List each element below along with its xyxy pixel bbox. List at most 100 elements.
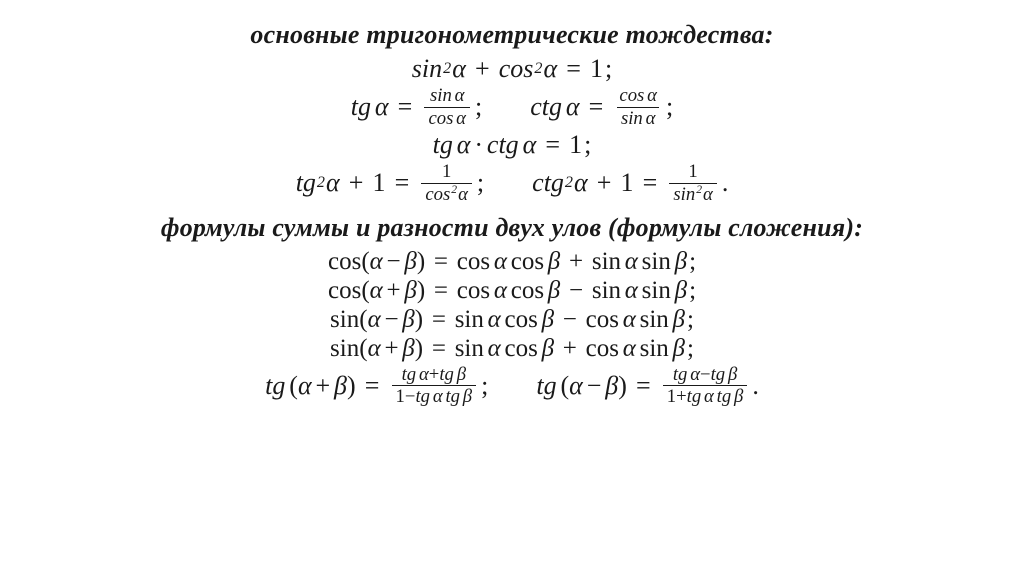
var-alpha: α (455, 85, 465, 106)
fn-tg: tg (415, 386, 430, 407)
num-one: 1 (667, 386, 676, 407)
row-sin-sum: sin(α+β) = sinαcosβ + cosαsinβ ; (330, 336, 694, 361)
fn-tg: tg (687, 386, 702, 407)
eq-tg-diff: tg(α−β) = tgα−tgβ 1+tgαtgβ . (536, 365, 758, 407)
fn-tg: tg (717, 386, 732, 407)
fn: sin (592, 249, 621, 274)
op: − (700, 364, 711, 385)
math-formula-sheet: основные тригонометрические тождества: s… (0, 0, 1024, 574)
var-beta: β (673, 336, 685, 361)
num-one: 1 (684, 162, 701, 183)
op-eq: = (589, 94, 604, 120)
fn-sin: sin (412, 56, 442, 82)
var-alpha: α (690, 364, 700, 385)
num-one: 1 (569, 132, 582, 158)
var-beta: β (402, 336, 414, 361)
op-eq: = (545, 132, 560, 158)
exp-2: 2 (696, 183, 702, 196)
var-alpha: α (456, 108, 466, 129)
punct-semi: ; (475, 94, 482, 120)
op: − (384, 307, 398, 332)
lpar: ( (359, 307, 367, 332)
op: + (387, 278, 401, 303)
fn-tg: tg (445, 386, 460, 407)
row-pythagorean: sin2α + cos2α = 1; (412, 56, 612, 82)
op-eq: = (434, 249, 448, 274)
var-alpha: α (433, 386, 443, 407)
op-plus: + (597, 170, 612, 196)
eq-cos-sum: cos(α+β) = cosαcosβ − sinαsinβ ; (328, 278, 696, 303)
punct: ; (689, 278, 696, 303)
row-tg-ctg-def: tgα = sinα cosα ; ctg α = cosα sinα ; (351, 86, 673, 128)
fn-sin: sin (673, 184, 695, 205)
fn: sin (640, 307, 669, 332)
punct: ; (687, 336, 694, 361)
fn-cos: cos (328, 249, 361, 274)
rpar: ) (417, 249, 425, 274)
fn: sin (642, 249, 671, 274)
var-beta: β (542, 336, 554, 361)
row-sec-csc: tg2α + 1 = 1 cos2α ; ctg2α + 1 = 1 sin2α… (296, 162, 729, 204)
op: − (563, 307, 577, 332)
punct-semi: ; (605, 56, 612, 82)
op: + (676, 386, 687, 407)
op-cdot: · (474, 132, 483, 158)
fn-sin: sin (430, 85, 452, 106)
fn-tg: tg (433, 132, 453, 158)
fn: cos (586, 336, 619, 361)
frac-1-over-cos2: 1 cos2α (421, 162, 472, 204)
fn-tg: tg (402, 364, 417, 385)
fn-ctg: ctg (532, 170, 564, 196)
fn-cos: cos (499, 56, 534, 82)
fn: sin (455, 336, 484, 361)
fn: sin (642, 278, 671, 303)
var-alpha: α (368, 336, 381, 361)
op-eq: = (643, 170, 658, 196)
fn-ctg: ctg (530, 94, 562, 120)
op-eq: = (434, 278, 448, 303)
rpar: ) (415, 307, 423, 332)
punct: . (752, 373, 759, 399)
var-alpha: α (419, 364, 429, 385)
eq-sin-diff: sin(α−β) = sinαcosβ − cosαsinβ ; (330, 307, 694, 332)
frac-tg-sum: tgα+tgβ 1−tgαtgβ (392, 365, 477, 407)
var-alpha: α (494, 278, 507, 303)
fn: sin (455, 307, 484, 332)
var-alpha: α (494, 249, 507, 274)
num-one: 1 (438, 162, 455, 183)
frac-cos-over-sin: cosα sinα (615, 86, 661, 128)
var-alpha: α (623, 336, 636, 361)
op: + (569, 249, 583, 274)
op-plus: + (349, 170, 364, 196)
fn-tg: tg (351, 94, 371, 120)
var-beta: β (728, 364, 737, 385)
eq-tg-ctg-product: tgα · ctgα = 1; (433, 132, 592, 158)
var-alpha: α (646, 108, 656, 129)
fn-cos: cos (328, 278, 361, 303)
var-beta: β (542, 307, 554, 332)
fn-tg: tg (296, 170, 316, 196)
fn-sin: sin (330, 336, 359, 361)
fn-tg: tg (439, 364, 454, 385)
op-eq: = (566, 56, 581, 82)
var-alpha: α (452, 56, 466, 82)
punct: ; (689, 249, 696, 274)
op-eq: = (432, 307, 446, 332)
fn: cos (511, 278, 544, 303)
eq-tg-def: tgα = sinα cosα ; (351, 86, 482, 128)
op: − (387, 249, 401, 274)
var-alpha: α (375, 94, 389, 120)
var-beta: β (404, 249, 416, 274)
fn: sin (592, 278, 621, 303)
var-alpha: α (623, 307, 636, 332)
fn-ctg: ctg (487, 132, 519, 158)
frac-tg-diff: tgα−tgβ 1+tgαtgβ (663, 365, 748, 407)
frac-1-over-sin2: 1 sin2α (669, 162, 716, 204)
heading-identities: основные тригонометрические тождества: (250, 20, 773, 50)
var-alpha: α (574, 170, 588, 196)
op-eq: = (395, 170, 410, 196)
punct-semi: ; (666, 94, 673, 120)
fn-tg: tg (265, 373, 285, 399)
row-tg-sum-diff: tg(α+β) = tgα+tgβ 1−tgαtgβ ; tg(α−β) = t… (265, 365, 759, 407)
var-alpha: α (488, 307, 501, 332)
